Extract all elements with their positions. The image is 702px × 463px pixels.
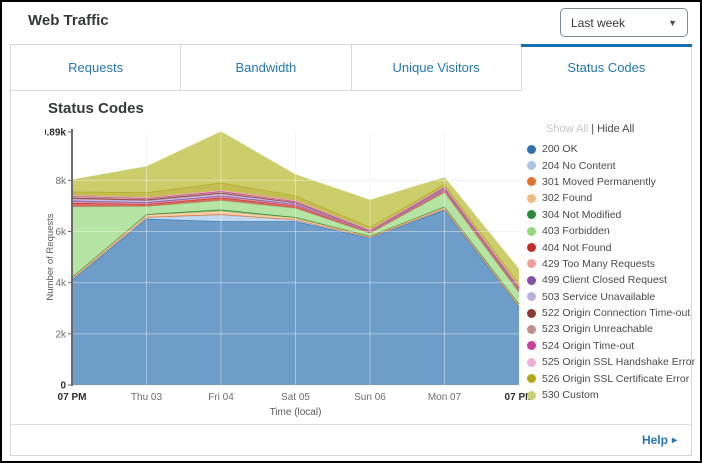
legend-item[interactable]: 403 Forbidden xyxy=(527,223,685,239)
legend-swatch-icon xyxy=(527,357,536,367)
legend-label: 200 OK xyxy=(542,143,578,156)
help-label: Help xyxy=(641,433,668,447)
show-all-link[interactable]: Show All xyxy=(546,123,589,135)
svg-text:Number of Requests: Number of Requests xyxy=(45,213,56,300)
legend-swatch-icon xyxy=(527,374,536,384)
svg-text:Mon 07: Mon 07 xyxy=(428,392,462,403)
legend-swatch-icon xyxy=(527,161,536,171)
legend-item[interactable]: 525 Origin SSL Handshake Error xyxy=(527,354,695,370)
svg-text:0: 0 xyxy=(60,381,66,392)
legend-swatch-icon xyxy=(527,390,536,400)
legend-swatch-icon xyxy=(527,259,536,269)
time-range-select[interactable]: Last week ▼ xyxy=(560,8,688,37)
legend-item[interactable]: 200 OK xyxy=(527,141,685,157)
legend-item[interactable]: 429 Too Many Requests xyxy=(527,256,685,272)
legend-items: 200 OK 204 No Content 301 Moved Permanentl… xyxy=(527,141,695,403)
tab-status-codes[interactable]: Status Codes xyxy=(520,44,693,91)
chevron-down-icon: ▼ xyxy=(668,17,677,28)
time-range-value: Last week xyxy=(571,15,626,30)
legend: Show All | Hide All 200 OK 204 No Content 30… xyxy=(527,123,695,403)
svg-text:9.89k: 9.89k xyxy=(45,128,66,139)
legend-swatch-icon xyxy=(527,210,536,220)
svg-text:Time (local): Time (local) xyxy=(270,407,322,417)
help-link[interactable]: Help ▸ xyxy=(642,433,677,447)
svg-text:Fri 04: Fri 04 xyxy=(208,392,234,403)
traffic-card: Requests Bandwidth Unique Visitors Status C… xyxy=(10,44,695,456)
arrow-right-icon: ▸ xyxy=(671,434,677,446)
tab-requests[interactable]: Requests xyxy=(11,45,182,91)
legend-label: 403 Forbidden xyxy=(542,225,610,238)
legend-item[interactable]: 526 Origin SSL Certificate Error xyxy=(527,370,689,386)
legend-swatch-icon xyxy=(527,341,536,351)
legend-item[interactable]: 523 Origin Unreachable xyxy=(527,321,685,337)
svg-text:8k: 8k xyxy=(55,176,67,187)
legend-item[interactable]: 404 Not Found xyxy=(527,239,685,255)
legend-controls: Show All | Hide All xyxy=(527,123,685,135)
legend-item[interactable]: 503 Service Unavailable xyxy=(527,289,685,305)
legend-item[interactable]: 302 Found xyxy=(527,190,685,206)
svg-text:6k: 6k xyxy=(55,227,67,238)
tab-bar: Requests Bandwidth Unique Visitors Status C… xyxy=(11,44,693,91)
legend-swatch-icon xyxy=(527,177,536,187)
legend-label: 522 Origin Connection Time-out xyxy=(542,307,691,320)
chart-title: Status Codes xyxy=(48,100,144,117)
legend-label: 530 Custom xyxy=(542,389,599,402)
legend-swatch-icon xyxy=(527,292,536,302)
legend-item[interactable]: 301 Moved Permanently xyxy=(527,174,685,190)
svg-text:Sat 05: Sat 05 xyxy=(281,392,310,403)
legend-label: 404 Not Found xyxy=(542,241,612,254)
header: Web Traffic Last week ▼ xyxy=(2,2,700,44)
legend-label: 301 Moved Permanently xyxy=(542,175,656,188)
legend-label: 503 Service Unavailable xyxy=(542,290,656,303)
tab-unique-visitors[interactable]: Unique Visitors xyxy=(351,45,522,91)
legend-label: 304 Not Modified xyxy=(542,208,622,221)
legend-swatch-icon xyxy=(527,324,536,334)
legend-swatch-icon xyxy=(527,275,536,285)
legend-item[interactable]: 304 Not Modified xyxy=(527,207,685,223)
status-codes-chart: 0 2k 4k 6k 8k 9.89k 07 PM Thu 03 Fri 04 Sat 05 Sun… xyxy=(45,128,534,418)
legend-label: 524 Origin Time-out xyxy=(542,339,635,352)
svg-text:07 PM: 07 PM xyxy=(58,392,87,403)
page-title: Web Traffic xyxy=(28,12,109,29)
legend-label: 302 Found xyxy=(542,192,593,205)
legend-swatch-icon xyxy=(527,243,536,253)
legend-label: 525 Origin SSL Handshake Error xyxy=(542,356,696,369)
chart-panel: Status Codes 0 2k 4k 6k 8k 9.89k 07 PM Thu 03 Fr… xyxy=(11,91,695,424)
legend-swatch-icon xyxy=(527,308,536,318)
legend-swatch-icon xyxy=(527,193,536,203)
legend-label: 526 Origin SSL Certificate Error xyxy=(542,372,690,385)
hide-all-link[interactable]: Hide All xyxy=(597,123,635,135)
svg-text:2k: 2k xyxy=(55,329,67,340)
tab-bandwidth[interactable]: Bandwidth xyxy=(181,45,352,91)
svg-text:Sun 06: Sun 06 xyxy=(354,392,386,403)
svg-text:07 PM: 07 PM xyxy=(505,392,534,403)
card-footer: Help ▸ xyxy=(11,424,691,455)
legend-label: 429 Too Many Requests xyxy=(542,257,656,270)
legend-separator: | xyxy=(591,123,595,135)
legend-item[interactable]: 522 Origin Connection Time-out xyxy=(527,305,690,321)
legend-swatch-icon xyxy=(527,226,536,236)
legend-swatch-icon xyxy=(527,144,536,154)
legend-label: 204 No Content xyxy=(542,159,616,172)
legend-item[interactable]: 204 No Content xyxy=(527,157,685,173)
legend-item[interactable]: 530 Custom xyxy=(527,387,685,403)
legend-item[interactable]: 499 Client Closed Request xyxy=(527,272,685,288)
svg-text:4k: 4k xyxy=(55,278,67,289)
legend-label: 523 Origin Unreachable xyxy=(542,323,653,336)
legend-label: 499 Client Closed Request xyxy=(542,274,667,287)
legend-item[interactable]: 524 Origin Time-out xyxy=(527,338,685,354)
svg-text:Thu 03: Thu 03 xyxy=(131,392,163,403)
